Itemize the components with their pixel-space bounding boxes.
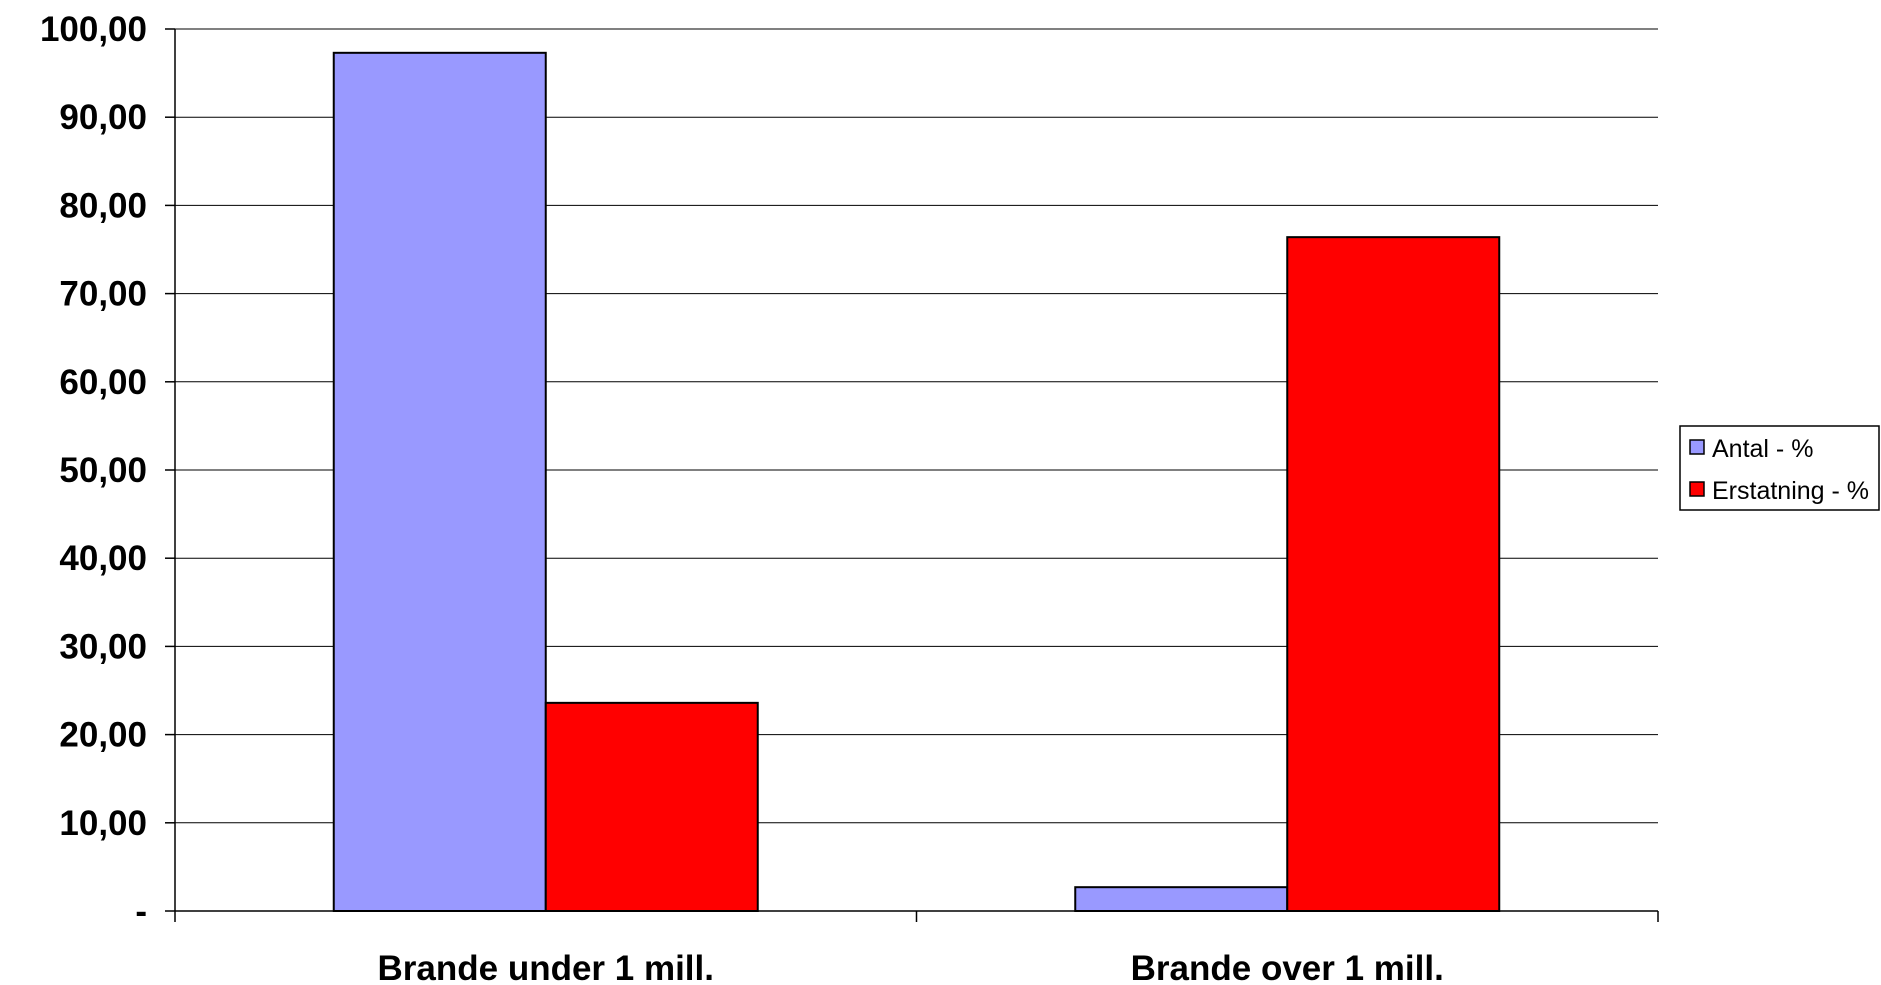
bar-erstatning-2 <box>1286 236 1501 913</box>
y-tick-label: 100,00 <box>40 10 147 49</box>
bar-erstatning-1 <box>544 701 759 913</box>
y-tick-label: 10,00 <box>59 804 147 843</box>
y-axis: - 10,00 20,00 30,00 40,00 50,00 60,00 70,00 80,0… <box>40 10 176 931</box>
legend-label: Antal - % <box>1712 435 1813 463</box>
y-tick-label: - <box>135 892 147 931</box>
y-tick-label: 20,00 <box>59 716 147 755</box>
y-tick-label: 30,00 <box>59 627 147 666</box>
legend-box <box>1679 425 1880 511</box>
x-axis: Brande under 1 mill. Brande over 1 mill. <box>174 910 1659 985</box>
bars <box>332 51 1501 913</box>
y-tick-label: 90,00 <box>59 98 147 137</box>
y-tick-label: 50,00 <box>59 451 147 490</box>
y-tick-label: 80,00 <box>59 186 147 225</box>
bar-antal-1 <box>332 51 547 912</box>
legend-swatch <box>1689 439 1705 455</box>
y-tick-label: 70,00 <box>59 275 147 314</box>
y-tick-label: 60,00 <box>59 363 147 402</box>
x-category-label: Brande under 1 mill. <box>378 949 714 985</box>
x-category-label: Brande over 1 mill. <box>1131 949 1444 985</box>
legend: Antal - % Erstatning - % <box>1679 425 1880 511</box>
legend-swatch <box>1689 481 1705 497</box>
legend-label: Erstatning - % <box>1712 477 1869 505</box>
bar-antal-2 <box>1074 886 1289 912</box>
y-tick-label: 40,00 <box>59 539 147 578</box>
